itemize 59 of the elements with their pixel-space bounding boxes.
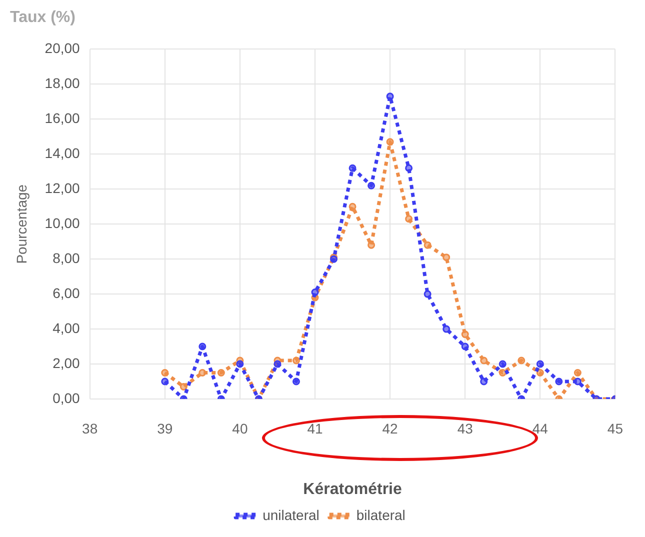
x-tick-label: 41 bbox=[307, 420, 323, 436]
point bbox=[442, 254, 450, 262]
point bbox=[236, 360, 244, 368]
point bbox=[405, 215, 413, 223]
point bbox=[442, 325, 450, 333]
y-tick-label: 2,00 bbox=[52, 354, 80, 371]
x-tick-label: 39 bbox=[157, 420, 173, 436]
point bbox=[498, 360, 506, 368]
y-tick-label: 14,00 bbox=[44, 145, 80, 161]
x-tick-label: 42 bbox=[382, 420, 398, 436]
y-axis-title: Pourcentage bbox=[13, 184, 30, 264]
y-tick-label: 20,00 bbox=[44, 40, 80, 56]
x-tick-label: 38 bbox=[82, 420, 98, 436]
point bbox=[368, 241, 376, 249]
point bbox=[180, 383, 188, 391]
point bbox=[555, 378, 563, 386]
point bbox=[348, 164, 356, 172]
point bbox=[198, 342, 206, 350]
x-tick-label: 44 bbox=[532, 420, 548, 436]
point bbox=[386, 138, 394, 146]
point bbox=[480, 378, 488, 386]
point bbox=[461, 342, 469, 350]
point bbox=[386, 92, 394, 100]
point bbox=[424, 241, 432, 249]
x-tick-label: 40 bbox=[232, 420, 248, 436]
point bbox=[480, 356, 488, 364]
legend-label: bilateral bbox=[356, 506, 406, 523]
point bbox=[161, 378, 169, 386]
point bbox=[161, 369, 169, 377]
point bbox=[574, 369, 582, 377]
y-tick-label: 8,00 bbox=[52, 250, 80, 266]
x-tick-label: 43 bbox=[457, 420, 474, 436]
y-tick-label: 10,00 bbox=[44, 214, 80, 231]
x-tick-label: 45 bbox=[607, 420, 624, 436]
point bbox=[274, 360, 282, 368]
point bbox=[424, 290, 432, 298]
point bbox=[368, 182, 376, 190]
y-tick-label: 0,00 bbox=[52, 390, 80, 406]
point bbox=[536, 369, 544, 377]
point bbox=[498, 369, 506, 377]
point bbox=[292, 378, 300, 386]
y-tick-label: 6,00 bbox=[52, 284, 80, 301]
y-tick-label: 18,00 bbox=[44, 75, 80, 92]
point bbox=[518, 356, 526, 364]
point bbox=[292, 356, 300, 364]
legend-label: unilateral bbox=[262, 506, 320, 523]
point bbox=[536, 360, 544, 368]
y-tick-label: 16,00 bbox=[44, 110, 80, 126]
y-tick-label: 4,00 bbox=[52, 320, 80, 336]
point bbox=[348, 202, 356, 210]
point bbox=[461, 330, 469, 338]
point bbox=[405, 164, 413, 172]
chart-title: Taux (%) bbox=[10, 9, 76, 26]
point bbox=[311, 288, 319, 296]
x-axis-title: Kératométrie bbox=[303, 480, 402, 498]
y-tick-label: 12,00 bbox=[44, 180, 80, 196]
point bbox=[574, 378, 582, 386]
point bbox=[198, 369, 206, 377]
point bbox=[217, 369, 225, 377]
